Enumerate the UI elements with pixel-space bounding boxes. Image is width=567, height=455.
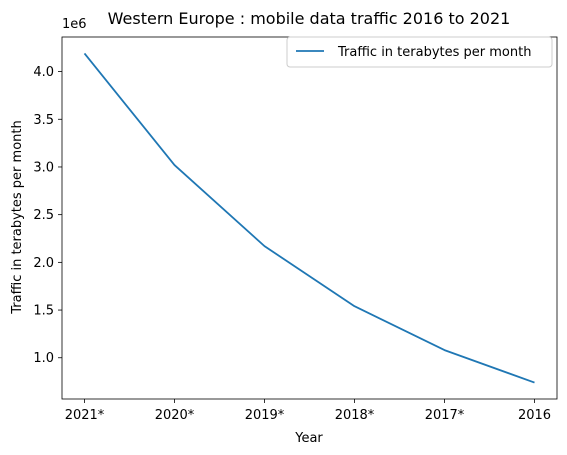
y-tick-label: 3.0 bbox=[33, 160, 54, 175]
y-axis-title: Traffic in terabytes per month bbox=[10, 120, 25, 314]
y-tick-label: 3.5 bbox=[33, 113, 54, 128]
x-tick-label: 2019* bbox=[245, 408, 285, 423]
y-axis-offset-label: 1e6 bbox=[62, 17, 87, 32]
x-axis-title: Year bbox=[294, 431, 323, 446]
x-tick-label: 2016 bbox=[518, 408, 551, 423]
chart-title: Western Europe : mobile data traffic 201… bbox=[108, 9, 511, 28]
x-tick-label: 2017* bbox=[425, 408, 465, 423]
x-tick-label: 2021* bbox=[65, 408, 105, 423]
legend-box bbox=[286, 36, 553, 68]
y-tick-label: 2.5 bbox=[33, 208, 54, 223]
y-tick-label: 4.0 bbox=[33, 65, 54, 80]
legend: Traffic in terabytes per month bbox=[286, 36, 553, 68]
axes-frame bbox=[61, 36, 558, 400]
plot-area: 2021* 2020* 2019* 2018* 2017* 2016 1.0 1.5 2.0 2.… bbox=[33, 36, 558, 423]
y-tick-label: 2.0 bbox=[33, 256, 54, 271]
x-tick-label: 2018* bbox=[335, 408, 375, 423]
legend-label: Traffic in terabytes per month bbox=[337, 45, 531, 60]
x-tick-label: 2020* bbox=[155, 408, 195, 423]
y-tick-label: 1.0 bbox=[33, 351, 54, 366]
y-tick-label: 1.5 bbox=[33, 304, 54, 319]
series-line bbox=[83, 52, 535, 384]
